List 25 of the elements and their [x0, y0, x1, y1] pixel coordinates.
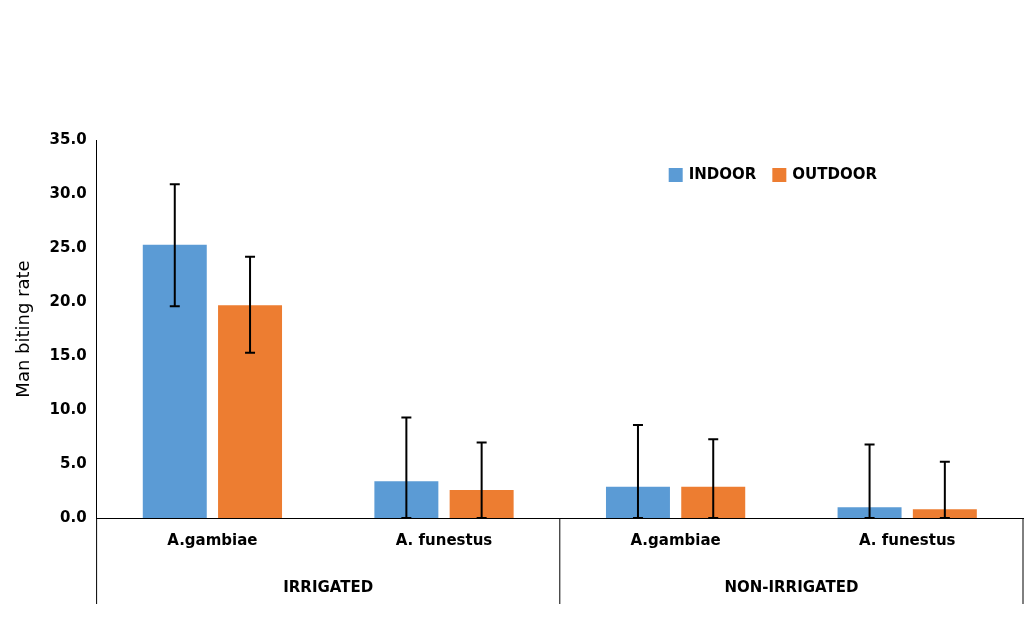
x-tick-label: A.gambiae	[167, 530, 258, 549]
y-tick-label: 15.0	[49, 345, 87, 364]
bar	[912, 509, 977, 518]
bar	[374, 481, 439, 518]
legend-label: INDOOR	[688, 164, 757, 183]
y-axis-title: Man biting rate	[12, 260, 34, 398]
y-tick-label: 0.0	[60, 507, 87, 526]
y-tick-label: 20.0	[49, 291, 87, 310]
y-tick-label: 30.0	[49, 183, 87, 202]
text: IRRIGATED	[283, 577, 374, 596]
x-tick-label: A.gambiae	[630, 530, 721, 549]
y-tick-label: 35.0	[49, 129, 87, 148]
text: NON-IRRIGATED	[724, 577, 859, 596]
x-tick-label: A. funestus	[395, 530, 493, 549]
bar	[142, 244, 207, 518]
bar	[449, 489, 514, 518]
x-tick-label: A. funestus	[858, 530, 956, 549]
y-tick-label: 25.0	[49, 237, 87, 256]
legend-label: OUTDOOR	[792, 164, 878, 183]
bar	[605, 486, 670, 518]
bar	[837, 507, 902, 518]
bar	[218, 305, 283, 518]
bar	[681, 486, 746, 518]
y-tick-label: 10.0	[49, 399, 87, 418]
y-tick-label: 5.0	[60, 453, 87, 472]
